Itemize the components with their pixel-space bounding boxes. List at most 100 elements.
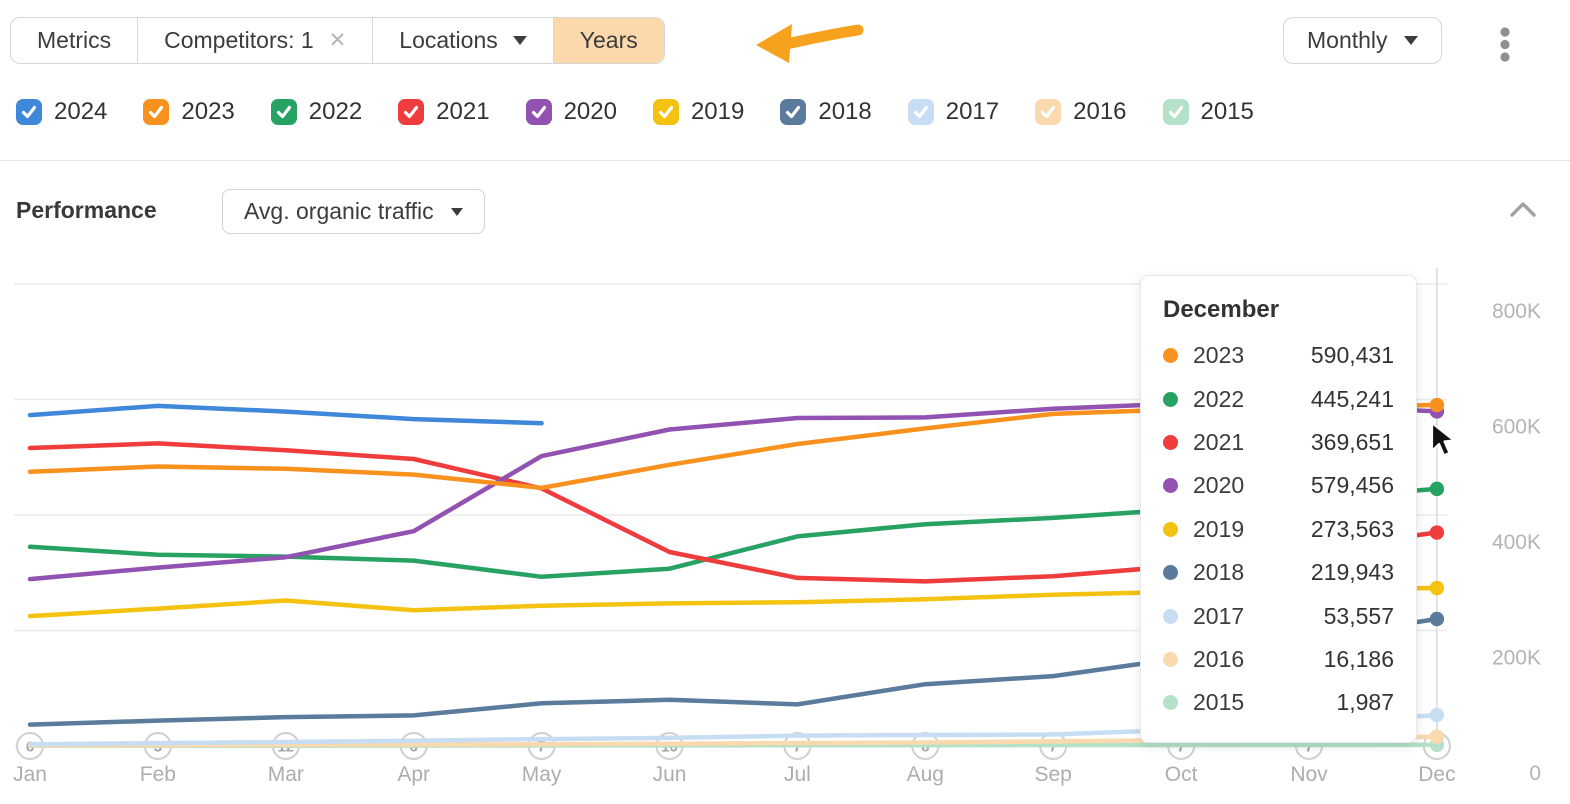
x-axis-month-label: Apr [397, 763, 430, 786]
interval-dropdown-label: Monthly [1307, 27, 1388, 53]
checkmark-icon [21, 105, 37, 119]
x-axis-month-label: Feb [140, 763, 176, 786]
tooltip-year-label: 2023 [1193, 342, 1245, 369]
year-checkbox-label: 2022 [308, 98, 363, 125]
year-filter-item-2016[interactable]: 2016 [1035, 98, 1127, 126]
interval-dropdown-button[interactable]: Monthly [1283, 17, 1442, 64]
more-options-kebab-icon[interactable] [1499, 27, 1511, 63]
tooltip-year-label: 2022 [1193, 385, 1245, 412]
year-checkbox-label: 2020 [563, 98, 617, 125]
checkmark-icon [404, 105, 419, 119]
year-checkbox-2019-checked[interactable] [652, 99, 679, 125]
annotation-arrow-icon [756, 24, 864, 63]
x-axis-month-label: Dec [1418, 763, 1455, 786]
tooltip-year-label: 2021 [1193, 428, 1245, 455]
series-point-2019-dec [1429, 580, 1445, 596]
years-checkbox-row: 2024 2023 2022 2021 2020 2019 2018 2017 2016 2015 [16, 98, 1254, 126]
year-checkbox-label: 2024 [54, 98, 108, 125]
series-color-dot [1163, 565, 1178, 581]
tooltip-year-label: 2020 [1193, 472, 1245, 499]
x-axis-month-label: Sep [1035, 763, 1072, 786]
year-filter-item-2024[interactable]: 2024 [16, 98, 107, 126]
x-axis-month-label: Jun [653, 763, 687, 786]
series-point-2021-dec [1429, 525, 1445, 540]
x-axis-month-label: Nov [1290, 763, 1328, 786]
x-axis-month-label: Aug [907, 763, 944, 786]
locations-dropdown-label: Locations [399, 27, 498, 53]
years-filter-label: Years [579, 27, 638, 53]
chevron-down-icon [512, 36, 527, 45]
tooltip-row-2016: 2016 16,186 [1163, 638, 1394, 681]
y-axis-tick-label: 200K [1492, 647, 1541, 670]
tooltip-value: 273,563 [1310, 515, 1394, 542]
metric-dropdown-button[interactable]: Avg. organic traffic [222, 189, 485, 234]
tooltip-row-2017: 2017 53,557 [1163, 594, 1394, 637]
series-color-dot [1163, 391, 1178, 407]
tooltip-rows: 2023 590,431 2022 445,241 2021 369,651 2020 579… [1163, 334, 1394, 725]
series-color-dot [1163, 521, 1178, 537]
x-axis-month-label: May [522, 763, 562, 786]
tooltip-value: 369,651 [1310, 428, 1394, 455]
checkmark-icon [531, 105, 546, 119]
year-filter-item-2015[interactable]: 2015 [1162, 98, 1254, 126]
year-filter-item-2020[interactable]: 2020 [525, 98, 617, 126]
checkmark-icon [1168, 105, 1183, 119]
locations-dropdown-button[interactable]: Locations [372, 18, 552, 63]
series-point-2022-dec [1429, 481, 1445, 497]
series-point-2017-dec [1429, 707, 1445, 723]
tooltip-row-2019: 2019 273,563 [1163, 508, 1394, 551]
year-filter-item-2022[interactable]: 2022 [270, 98, 363, 126]
metrics-button-label: Metrics [37, 27, 112, 53]
year-filter-item-2018[interactable]: 2018 [780, 98, 872, 126]
year-checkbox-2022-checked[interactable] [270, 99, 297, 125]
tooltip-row-2015: 2015 1,987 [1163, 681, 1394, 724]
year-checkbox-label: 2018 [818, 98, 872, 125]
year-checkbox-2021-checked[interactable] [398, 99, 425, 125]
series-point-2018-dec [1429, 611, 1445, 627]
year-checkbox-label: 2015 [1200, 98, 1254, 125]
checkmark-icon [1041, 105, 1056, 119]
remove-competitor-icon[interactable]: ✕ [328, 29, 347, 52]
metrics-button[interactable]: Metrics [11, 18, 137, 63]
filter-toolbar: Metrics Competitors: 1 ✕ Locations Years [10, 17, 665, 64]
tooltip-year-label: 2015 [1193, 689, 1245, 716]
series-color-dot [1163, 434, 1178, 450]
tooltip-year-label: 2019 [1193, 515, 1245, 542]
competitors-filter-button[interactable]: Competitors: 1 ✕ [137, 18, 372, 63]
year-checkbox-2024-checked[interactable] [16, 99, 42, 125]
years-filter-button[interactable]: Years [552, 18, 664, 63]
year-filter-item-2017[interactable]: 2017 [907, 98, 999, 126]
year-checkbox-2017-checked[interactable] [907, 99, 934, 125]
year-checkbox-2020-checked[interactable] [525, 99, 552, 125]
checkmark-icon [658, 105, 674, 119]
tooltip-row-2018: 2018 219,943 [1163, 551, 1394, 594]
tooltip-month-title: December [1163, 296, 1280, 323]
checkmark-icon [786, 105, 801, 119]
series-color-dot [1163, 478, 1178, 494]
tooltip-value: 53,557 [1323, 602, 1394, 629]
checkmark-icon [913, 105, 928, 119]
year-filter-item-2023[interactable]: 2023 [143, 98, 235, 126]
tooltip-value: 16,186 [1323, 645, 1394, 672]
series-color-dot [1163, 608, 1178, 624]
year-filter-item-2021[interactable]: 2021 [398, 98, 490, 126]
chart-tooltip: December 2023 590,431 2022 445,241 2021 369,6… [1140, 275, 1417, 743]
year-checkbox-2023-checked[interactable] [143, 99, 170, 125]
tooltip-value: 219,943 [1310, 559, 1394, 586]
chevron-down-icon [450, 207, 463, 216]
mouse-cursor-icon [1430, 422, 1456, 457]
tooltip-value: 1,987 [1336, 689, 1394, 716]
tooltip-year-label: 2018 [1193, 559, 1245, 586]
year-checkbox-2018-checked[interactable] [780, 99, 807, 125]
series-line-2024 [27, 403, 544, 426]
collapse-section-chevron-up-icon[interactable] [1508, 199, 1538, 219]
checkmark-icon [276, 105, 291, 119]
y-axis-tick-label: 800K [1492, 300, 1541, 323]
x-axis-month-label: Jul [784, 763, 811, 786]
x-axis-month-label: Mar [268, 763, 304, 786]
chevron-down-icon [1403, 36, 1418, 45]
year-filter-item-2019[interactable]: 2019 [652, 98, 744, 126]
year-checkbox-2016-checked[interactable] [1035, 99, 1062, 125]
section-divider [0, 160, 1570, 161]
year-checkbox-2015-checked[interactable] [1162, 99, 1189, 125]
